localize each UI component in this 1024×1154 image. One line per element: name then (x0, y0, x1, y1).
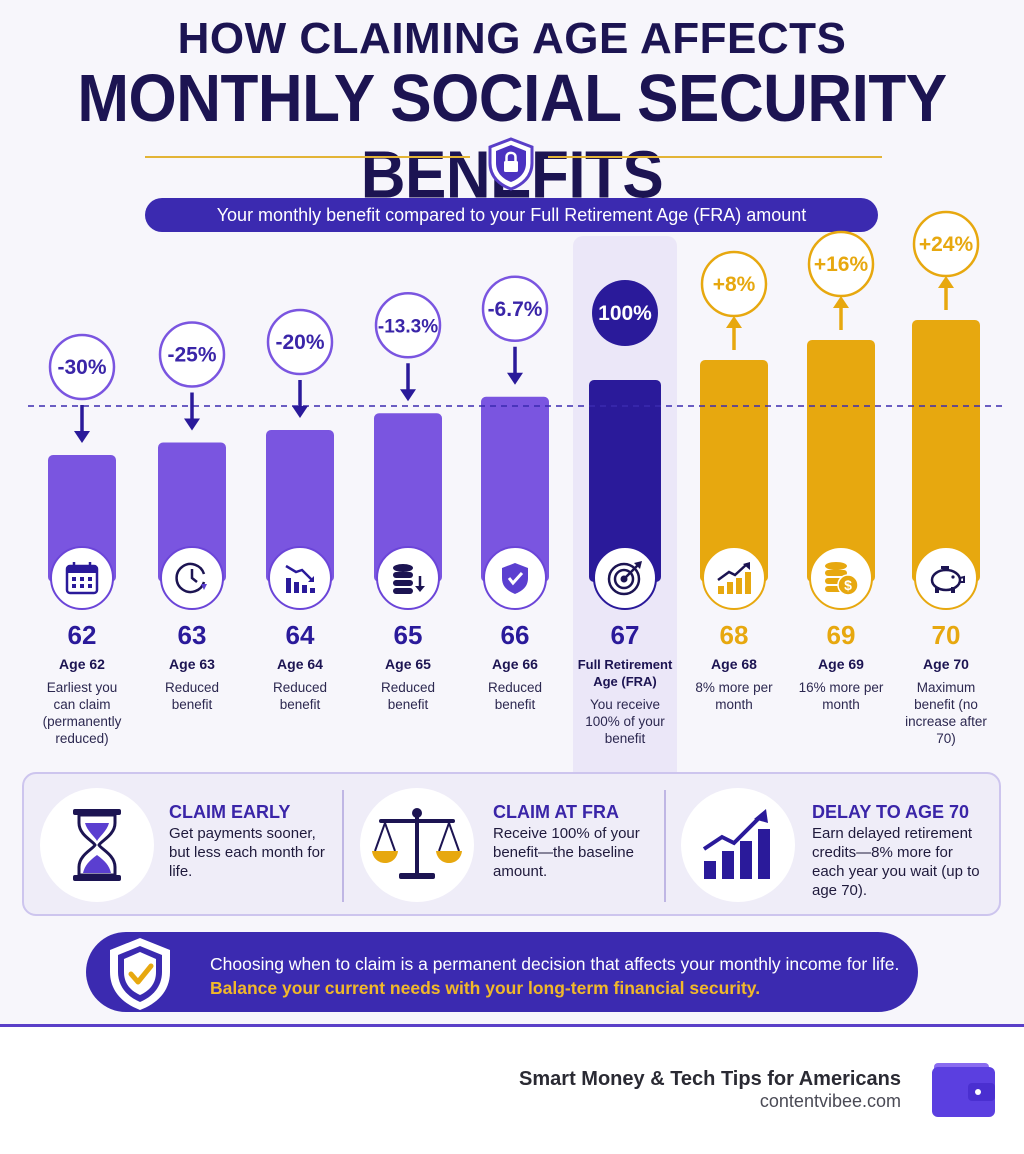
age-description-63: Reduced benefit (164, 680, 220, 712)
banner-line-1: Choosing when to claim is a permanent de… (210, 954, 900, 974)
delay-title: DELAY TO AGE 70 (812, 802, 970, 822)
age-label-63: Age 63 (169, 656, 215, 672)
footer-brand: Smart Money & Tech Tips for Americans (519, 1068, 901, 1090)
age-number-64: 64 (285, 620, 315, 650)
age-label-68: Age 68 (711, 656, 757, 672)
title-line-2: MONTHLY SOCIAL SECURITY BENEFITS (77, 61, 947, 212)
age-label-65: Age 65 (385, 656, 431, 672)
data-label-63: -25% (167, 344, 216, 367)
growth-chart-icon (681, 788, 795, 902)
delay-text: Earn delayed retirement credits—8% more … (812, 825, 980, 899)
age-label-67: Full Retirement Age (FRA) (577, 657, 673, 689)
dollar-coins-icon: $ (809, 546, 873, 610)
claim-fra-title: CLAIM AT FRA (493, 802, 619, 822)
claim-fra-text: Receive 100% of your benefit—the baselin… (493, 825, 640, 880)
footer-site: contentvibee.com (759, 1091, 901, 1111)
age-label-69: Age 69 (818, 656, 864, 672)
bar-64 (266, 430, 334, 582)
piggy-bank-icon (914, 546, 978, 610)
subtitle-pill: Your monthly benefit compared to your Fu… (145, 198, 878, 232)
claim-early-title: CLAIM EARLY (169, 802, 291, 822)
data-label-68: +8% (713, 273, 756, 296)
claim-early-text: Get payments sooner, but less each month… (169, 825, 325, 880)
arrow-down-head-63 (184, 418, 200, 431)
bar-67 (589, 380, 661, 582)
arrow-up-head-68 (726, 316, 742, 328)
bar-69 (807, 340, 875, 582)
scale-icon (360, 788, 474, 902)
clock-icon (160, 546, 224, 610)
arrow-down-head-62 (74, 431, 90, 443)
bar-65 (374, 413, 442, 582)
bar-66 (481, 396, 549, 582)
age-description-65: Reduced benefit (380, 680, 436, 712)
comparison-panel: CLAIM EARLY Get payments sooner, but les… (22, 772, 1001, 916)
data-label-circle-62 (48, 333, 116, 401)
age-description-66: Reduced benefit (487, 680, 543, 712)
bar-70 (912, 320, 980, 582)
age-number-66: 66 (500, 620, 530, 650)
age-number-69: 69 (826, 620, 856, 650)
data-label-65: -13.3% (378, 316, 438, 337)
divider-left (145, 156, 470, 158)
banner-line-2: Balance your current needs with your lon… (210, 978, 761, 998)
bar-chart: -30% -25% -20% -13.3% -6.7% 100% +8% +16% +24% (28, 210, 1003, 582)
title-line-1: HOW CLAIMING AGE AFFECTS (177, 14, 847, 63)
age-description-62: Earliest you can claim (permanently redu… (42, 680, 122, 746)
age-number-68: 68 (719, 620, 749, 650)
age-number-67: 67 (610, 620, 640, 650)
data-label-circle-66 (481, 275, 549, 342)
age-label-66: Age 66 (492, 656, 538, 672)
age-description-69: 16% more per month (798, 680, 884, 712)
rising-chart-icon (702, 546, 766, 610)
calendar-icon (50, 546, 114, 610)
arrow-up-head-70 (938, 276, 954, 288)
footer-divider (0, 1024, 1024, 1027)
age-number-65: 65 (393, 620, 423, 650)
data-label-64: -20% (275, 331, 324, 354)
data-label-67: 100% (598, 302, 652, 325)
data-label-70: +24% (919, 233, 974, 256)
age-number-62: 62 (67, 620, 97, 650)
data-label-circle-65 (374, 292, 442, 359)
age-label-62: Age 62 (59, 656, 105, 672)
divider-right (548, 156, 882, 158)
arrow-down-head-65 (400, 389, 416, 402)
footer (0, 1027, 1024, 1154)
coins-down-icon (376, 546, 440, 610)
shield-check-icon (110, 938, 170, 1010)
data-label-circle-67 (592, 280, 658, 346)
wallet-icon (932, 1063, 995, 1117)
data-label-69: +16% (814, 253, 869, 276)
panel-divider-2 (664, 790, 666, 902)
data-label-66: -6.7% (488, 298, 543, 321)
age-number-70: 70 (931, 620, 961, 650)
panel-divider-1 (342, 790, 344, 902)
age-description-70: Maximum benefit (no increase after 70) (905, 680, 987, 746)
age-description-68: 8% more per month (695, 680, 773, 712)
lock-shield-icon (488, 137, 534, 191)
age-description-67: You receive 100% of your benefit (585, 697, 665, 746)
declining-chart-icon (268, 546, 332, 610)
bar-68 (700, 360, 768, 582)
hourglass-icon (40, 788, 154, 902)
arrow-down-head-66 (507, 372, 523, 385)
age-description-64: Reduced benefit (272, 680, 328, 712)
arrow-up-head-69 (833, 296, 849, 308)
data-label-62: -30% (57, 356, 106, 379)
data-label-circle-64 (266, 308, 334, 376)
advice-banner: Choosing when to claim is a permanent de… (86, 932, 918, 1012)
svg-text:$: $ (844, 577, 852, 593)
target-icon (593, 546, 657, 610)
age-label-64: Age 64 (277, 656, 323, 672)
bar-63 (158, 442, 226, 582)
arrow-down-head-64 (292, 406, 308, 418)
age-label-70: Age 70 (923, 656, 969, 672)
age-number-63: 63 (177, 620, 207, 650)
shield-check-icon (483, 546, 547, 610)
data-label-circle-63 (158, 321, 226, 388)
